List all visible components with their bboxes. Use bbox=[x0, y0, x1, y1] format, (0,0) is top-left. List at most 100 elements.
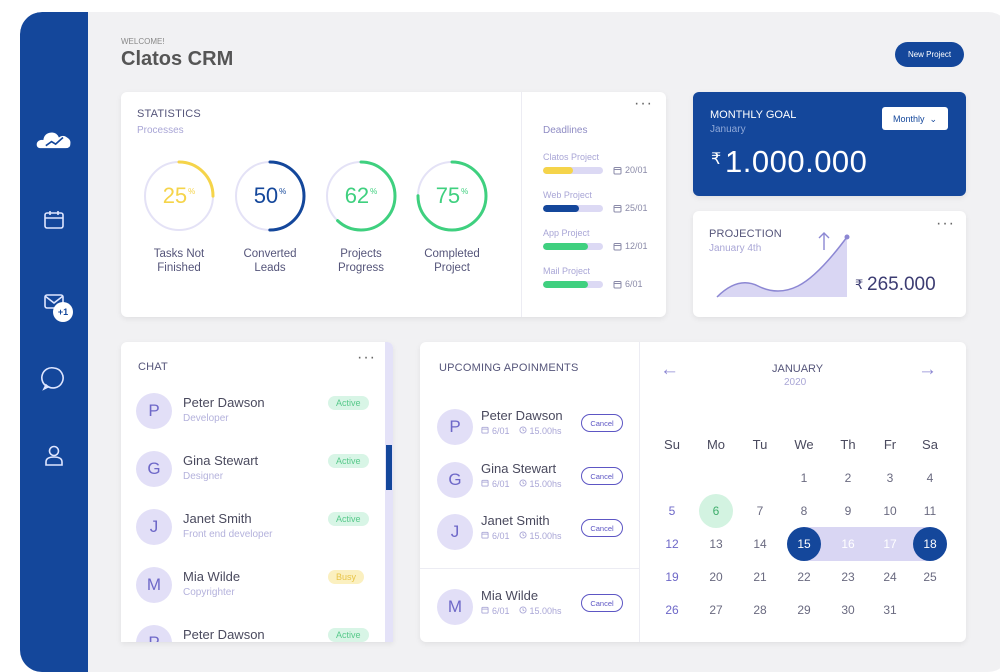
calendar-day[interactable]: 4 bbox=[926, 471, 934, 485]
deadline-progress-fill bbox=[543, 167, 573, 174]
ring-number: 75 bbox=[435, 183, 461, 208]
statistics-card: STATISTICS Processes ··· 25% Tasks Not Fin… bbox=[121, 92, 666, 317]
deadline-date: 25/01 bbox=[625, 203, 648, 213]
chat-scrollbar[interactable] bbox=[385, 342, 393, 642]
calendar-day[interactable]: 3 bbox=[886, 471, 894, 485]
projection-chart bbox=[716, 232, 850, 298]
calendar-day[interactable]: 22 bbox=[797, 570, 811, 584]
projection-menu-icon[interactable]: ··· bbox=[936, 215, 955, 232]
user-icon[interactable] bbox=[36, 437, 72, 473]
deadline-name: Clatos Project bbox=[543, 152, 600, 162]
ring-arc bbox=[234, 160, 306, 232]
calendar-small-icon bbox=[481, 426, 489, 436]
cancel-button[interactable]: Cancel bbox=[581, 414, 623, 432]
calendar-day[interactable]: 17 bbox=[883, 537, 897, 551]
calendar-day[interactable]: 16 bbox=[841, 537, 855, 551]
calendar-day[interactable]: 27 bbox=[709, 603, 723, 617]
cancel-button[interactable]: Cancel bbox=[581, 594, 623, 612]
calendar-day-selected[interactable]: 18 bbox=[913, 527, 947, 561]
appointments-separator bbox=[420, 568, 639, 569]
calendar-day[interactable]: 30 bbox=[841, 603, 855, 617]
calendar-weekday: Mo bbox=[706, 437, 726, 452]
chat-person-role: Copyrighter bbox=[183, 587, 235, 598]
cancel-button[interactable]: Cancel bbox=[581, 519, 623, 537]
chat-scroll-thumb[interactable] bbox=[386, 445, 392, 490]
chat-icon[interactable] bbox=[36, 360, 72, 396]
ring-arc bbox=[325, 160, 397, 232]
calendar-day[interactable]: 24 bbox=[883, 570, 897, 584]
appointment-time: 15.00hs bbox=[529, 531, 562, 541]
deadline-date: 6/01 bbox=[625, 279, 643, 289]
page-title: Clatos CRM bbox=[121, 48, 234, 70]
calendar-day[interactable]: 5 bbox=[668, 504, 676, 518]
calendar-day[interactable]: 11 bbox=[923, 504, 937, 518]
calendar-day[interactable]: 29 bbox=[797, 603, 811, 617]
calendar-day[interactable]: 7 bbox=[756, 504, 764, 518]
cancel-button[interactable]: Cancel bbox=[581, 467, 623, 485]
cloud-logo-icon[interactable] bbox=[36, 122, 72, 158]
goal-period-select[interactable]: Monthly ⌄ bbox=[882, 107, 948, 130]
new-project-button[interactable]: New Project bbox=[895, 42, 964, 67]
status-badge: Active bbox=[328, 396, 369, 410]
deadline-progress-fill bbox=[543, 281, 588, 288]
avatar: M bbox=[437, 589, 473, 625]
appointments-title: UPCOMING APOINMENTS bbox=[439, 362, 579, 374]
calendar-day[interactable]: 8 bbox=[800, 504, 808, 518]
appointment-meta: 6/01 15.00hs bbox=[481, 531, 562, 541]
calendar-day[interactable]: 20 bbox=[709, 570, 723, 584]
calendar-icon[interactable] bbox=[36, 202, 72, 238]
ring-label-line1: Completed bbox=[424, 248, 480, 260]
calendar-small-icon bbox=[613, 280, 622, 291]
ring-label-line1: Projects bbox=[340, 248, 382, 260]
calendar-day[interactable]: 10 bbox=[883, 504, 897, 518]
calendar-day[interactable]: 28 bbox=[753, 603, 767, 617]
calendar-day[interactable]: 1 bbox=[800, 471, 808, 485]
deadline-name: Web Project bbox=[543, 190, 592, 200]
calendar-day-today[interactable]: 6 bbox=[699, 494, 733, 528]
ring-label-line2: Progress bbox=[337, 262, 385, 274]
calendar-day[interactable]: 25 bbox=[923, 570, 937, 584]
deadline-name: Mail Project bbox=[543, 266, 591, 276]
chat-person-name[interactable]: Peter Dawson bbox=[183, 395, 265, 410]
ring-value: 62% bbox=[325, 160, 397, 232]
appointment-date: 6/01 bbox=[492, 531, 510, 541]
chat-person-name[interactable]: Mia Wilde bbox=[183, 569, 241, 584]
chat-person-role: Designer bbox=[183, 471, 224, 482]
calendar-next-button[interactable]: → bbox=[918, 359, 937, 380]
calendar-day[interactable]: 21 bbox=[753, 570, 767, 584]
chat-menu-icon[interactable]: ··· bbox=[357, 349, 376, 366]
deadline-date: 20/01 bbox=[625, 165, 648, 175]
ring-number: 25 bbox=[162, 183, 188, 208]
status-badge: Active bbox=[328, 454, 369, 468]
avatar: P bbox=[136, 625, 172, 642]
ring-label-line1: Converted bbox=[243, 248, 297, 260]
calendar-prev-button[interactable]: ← bbox=[660, 359, 679, 380]
calendar-day[interactable]: 12 bbox=[665, 537, 679, 551]
deadline-date: 12/01 bbox=[625, 241, 648, 251]
statistics-menu-icon[interactable]: ··· bbox=[634, 95, 653, 112]
calendar-day[interactable]: 13 bbox=[709, 537, 723, 551]
chat-title: CHAT bbox=[138, 361, 168, 373]
projection-currency: ₹ bbox=[855, 277, 864, 292]
calendar-day-selected[interactable]: 15 bbox=[787, 527, 821, 561]
calendar-weekday: Sa bbox=[922, 437, 938, 452]
calendar-day[interactable]: 2 bbox=[844, 471, 852, 485]
chat-person-name[interactable]: Janet Smith bbox=[183, 511, 252, 526]
calendar-day[interactable]: 19 bbox=[665, 570, 679, 584]
calendar-small-icon bbox=[613, 204, 622, 215]
calendar-day[interactable]: 14 bbox=[753, 537, 767, 551]
calendar-day[interactable]: 9 bbox=[844, 504, 852, 518]
calendar-weekday: Su bbox=[664, 437, 680, 452]
appointments-divider bbox=[639, 342, 640, 642]
goal-subtitle: January bbox=[710, 124, 746, 135]
calendar-day[interactable]: 31 bbox=[883, 603, 897, 617]
calendar-month: JANUARY bbox=[772, 363, 824, 375]
appointment-meta: 6/01 15.00hs bbox=[481, 426, 562, 436]
calendar-day[interactable]: 26 bbox=[665, 603, 679, 617]
chat-person-name[interactable]: Peter Dawson bbox=[183, 627, 265, 642]
appointment-date: 6/01 bbox=[492, 426, 510, 436]
calendar-weekday: Tu bbox=[752, 437, 768, 452]
chat-person-name[interactable]: Gina Stewart bbox=[183, 453, 259, 468]
calendar-day[interactable]: 23 bbox=[841, 570, 855, 584]
calendar-weekday: Th bbox=[840, 437, 856, 452]
